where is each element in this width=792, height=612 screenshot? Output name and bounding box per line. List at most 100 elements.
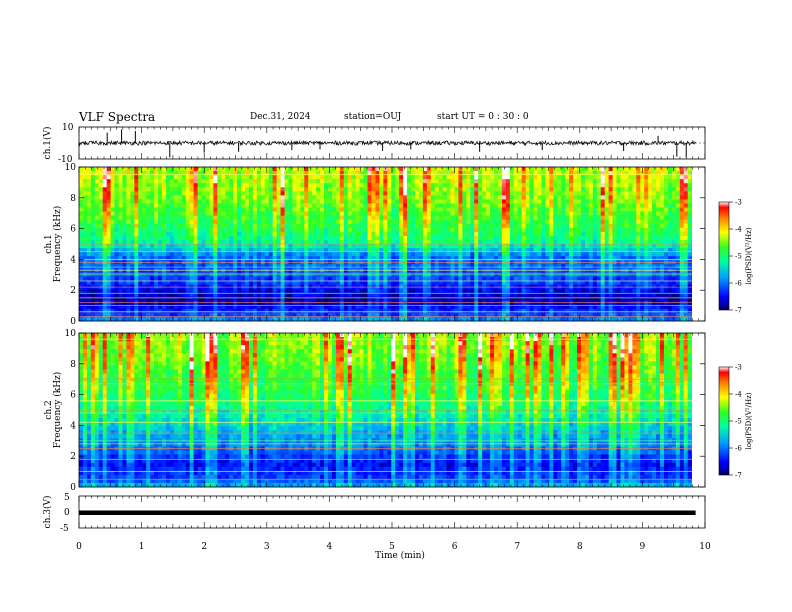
spectrogram-cell xyxy=(225,252,230,257)
spectrogram-cell xyxy=(209,276,214,281)
spectrogram-cell xyxy=(395,308,400,314)
spectrogram-cell xyxy=(588,179,594,184)
spectrogram-cell xyxy=(545,167,550,172)
spectrogram-cell xyxy=(537,256,542,261)
spectrogram-cell xyxy=(118,264,123,269)
spectrogram-cell xyxy=(371,252,376,257)
spectrogram-cell xyxy=(430,256,436,261)
spectrogram-cell xyxy=(466,296,471,302)
spectrogram-cell xyxy=(165,207,171,212)
spectrogram-cell xyxy=(529,308,534,314)
spectrogram-cell xyxy=(288,203,293,208)
spectrogram-cell xyxy=(399,219,404,225)
spectrogram-cell xyxy=(497,195,503,200)
spectrogram-cell xyxy=(173,235,179,241)
spectrogram-cell xyxy=(347,203,353,208)
spectrogram-cell xyxy=(268,264,273,269)
spectrogram-cell xyxy=(154,203,159,208)
spectrogram-cell xyxy=(577,175,582,180)
spectrogram-cell xyxy=(454,219,459,225)
spectrogram-cell xyxy=(541,276,546,281)
spectrogram-cell xyxy=(407,256,412,261)
spectrogram-cell xyxy=(296,304,301,310)
spectrogram-cell xyxy=(292,207,297,212)
spectrogram-cell xyxy=(237,195,242,200)
spectrogram-cell xyxy=(592,239,598,245)
spectrogram-cell xyxy=(264,215,270,220)
spectrogram-cell xyxy=(371,248,376,253)
spectrogram-cell xyxy=(209,288,214,293)
spectrogram-cell xyxy=(509,252,515,257)
spectrogram-cell xyxy=(165,256,171,261)
spectrogram-cell xyxy=(478,256,483,261)
spectrogram-cell xyxy=(438,167,443,172)
spectrogram-cell xyxy=(316,195,321,200)
spectrogram-cell xyxy=(403,292,408,297)
spectrogram-cell xyxy=(580,312,586,318)
spectrogram-cell xyxy=(573,195,578,200)
spectrogram-cell xyxy=(446,203,451,208)
spectrogram-cell xyxy=(82,292,88,297)
spectrogram-cell xyxy=(173,300,179,306)
spectrogram-cell xyxy=(154,235,159,241)
spectrogram-cell xyxy=(162,231,167,237)
spectrogram-cell xyxy=(280,280,285,285)
spectrogram-cell xyxy=(308,211,313,216)
spectrogram-cell xyxy=(553,199,558,204)
spectrogram-cell xyxy=(138,187,143,192)
spectrogram-cell xyxy=(150,175,155,180)
spectrogram-cell xyxy=(541,296,546,302)
spectrogram-cell xyxy=(185,276,190,281)
spectrogram-cell xyxy=(430,276,436,281)
spectrogram-cell xyxy=(225,256,230,261)
spectrogram-cell xyxy=(513,312,519,318)
spectrogram-cell xyxy=(165,171,171,176)
spectrogram-cell xyxy=(490,191,495,196)
spectrogram-cell xyxy=(450,292,455,297)
spectrogram-cell xyxy=(245,304,250,310)
spectrogram-cell xyxy=(162,296,167,302)
spectrogram-cell xyxy=(351,312,356,318)
spectrogram-cell xyxy=(371,296,376,302)
spectrogram-cell xyxy=(466,179,471,184)
spectrogram-cell xyxy=(355,248,360,253)
spectrogram-cell xyxy=(146,264,151,269)
spectrogram-cell xyxy=(537,179,542,184)
spectrogram-cell xyxy=(165,175,171,180)
spectrogram-cell xyxy=(573,244,578,249)
spectrogram-cell xyxy=(371,215,376,220)
spectrogram-cell xyxy=(225,183,230,188)
spectrogram-cell xyxy=(490,264,495,269)
spectrogram-cell xyxy=(189,256,194,261)
spectrogram-cell xyxy=(138,179,143,184)
spectrogram-cell xyxy=(122,171,127,176)
spectrogram-cell xyxy=(422,203,428,208)
spectrogram-cell xyxy=(418,244,424,249)
spectrogram-cell xyxy=(213,167,218,172)
spectrogram-cell xyxy=(418,312,424,318)
spectrogram-cell xyxy=(308,231,313,237)
spectrogram-cell xyxy=(233,312,238,318)
spectrogram-cell xyxy=(434,171,439,176)
spectrogram-cell xyxy=(557,256,562,261)
spectrogram-cell xyxy=(209,171,214,176)
spectrogram-cell xyxy=(280,296,285,302)
spectrogram-cell xyxy=(541,248,546,253)
spectrogram-cell xyxy=(272,252,277,257)
spectrogram-cell xyxy=(209,300,214,306)
spectrogram-cell xyxy=(252,203,258,208)
spectrogram-cell xyxy=(173,276,179,281)
spectrogram-cell xyxy=(450,183,455,188)
spectrogram-cell xyxy=(320,276,325,281)
spectrogram-cell xyxy=(82,300,88,306)
spectrogram-cell xyxy=(553,304,558,310)
spectrogram-cell xyxy=(422,219,428,225)
spectrogram-cell xyxy=(142,195,147,200)
spectrogram-cell xyxy=(533,288,538,293)
spectrogram-cell xyxy=(517,215,522,220)
spectrogram-cell xyxy=(146,276,151,281)
spectrogram-cell xyxy=(241,215,246,220)
spectrogram-cell xyxy=(288,316,293,322)
spectrogram-cell xyxy=(241,167,246,172)
spectrogram-cell xyxy=(521,264,526,269)
